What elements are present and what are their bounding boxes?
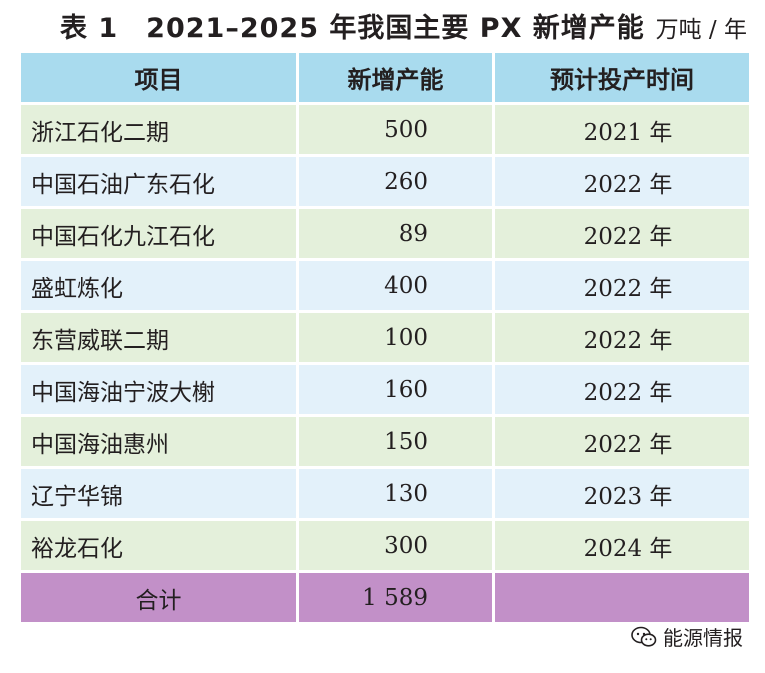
project-name: 中国石化九江石化 <box>18 206 299 261</box>
total-empty-cell <box>492 570 752 625</box>
year-value: 2022 <box>583 431 643 458</box>
column-header-project: 项目 <box>18 50 299 105</box>
year-value: 2022 <box>583 327 643 354</box>
capacity-table: 项目 新增产能 预计投产时间 浙江石化二期 500 2021 年中国石油广东石化 26… <box>18 50 752 625</box>
year-value: 2024 <box>583 535 643 562</box>
capacity-value: 260 <box>296 154 495 209</box>
year-value: 2023 <box>583 483 643 510</box>
year-suffix: 年 <box>649 119 673 146</box>
table-row: 中国石化九江石化 89 2022 年 <box>18 206 752 261</box>
start-year: 2024 年 <box>492 518 752 573</box>
start-year: 2022 年 <box>492 414 752 469</box>
table-row: 浙江石化二期 500 2021 年 <box>18 102 752 157</box>
start-year: 2022 年 <box>492 362 752 417</box>
capacity-value: 150 <box>296 414 495 469</box>
start-year: 2022 年 <box>492 258 752 313</box>
table-row: 裕龙石化 300 2024 年 <box>18 518 752 573</box>
start-year: 2022 年 <box>492 154 752 209</box>
start-year: 2022 年 <box>492 310 752 365</box>
project-name: 东营威联二期 <box>18 310 299 365</box>
capacity-value: 300 <box>296 518 495 573</box>
year-value: 2022 <box>583 275 643 302</box>
watermark: 能源情报 <box>631 622 743 651</box>
table-row: 东营威联二期 100 2022 年 <box>18 310 752 365</box>
column-header-year: 预计投产时间 <box>492 50 752 105</box>
table-title: 表 1 2021–2025 年我国主要 PX 新增产能 <box>60 13 645 44</box>
capacity-value: 400 <box>296 258 495 313</box>
project-name: 中国海油宁波大榭 <box>18 362 299 417</box>
table-row: 盛虹炼化 400 2022 年 <box>18 258 752 313</box>
year-suffix: 年 <box>649 275 673 302</box>
table-row: 中国海油惠州 150 2022 年 <box>18 414 752 469</box>
total-label: 合计 <box>18 570 299 625</box>
title-row: 表 1 2021–2025 年我国主要 PX 新增产能 万吨 / 年 <box>0 0 765 50</box>
project-name: 中国海油惠州 <box>18 414 299 469</box>
wechat-icon <box>631 626 657 647</box>
year-suffix: 年 <box>649 535 673 562</box>
project-name: 裕龙石化 <box>18 518 299 573</box>
year-suffix: 年 <box>649 223 673 250</box>
year-value: 2022 <box>583 171 643 198</box>
year-suffix: 年 <box>649 327 673 354</box>
total-capacity: 1 589 <box>296 570 495 625</box>
table-row: 中国海油宁波大榭 160 2022 年 <box>18 362 752 417</box>
table-row: 辽宁华锦 130 2023 年 <box>18 466 752 521</box>
unit-label: 万吨 / 年 <box>655 17 747 43</box>
table-header-row: 项目 新增产能 预计投产时间 <box>18 50 752 105</box>
project-name: 中国石油广东石化 <box>18 154 299 209</box>
capacity-value: 130 <box>296 466 495 521</box>
year-suffix: 年 <box>649 431 673 458</box>
capacity-value: 100 <box>296 310 495 365</box>
capacity-value: 500 <box>296 102 495 157</box>
year-suffix: 年 <box>649 379 673 406</box>
year-value: 2021 <box>583 119 643 146</box>
table-row: 中国石油广东石化 260 2022 年 <box>18 154 752 209</box>
year-value: 2022 <box>583 379 643 406</box>
year-suffix: 年 <box>649 171 673 198</box>
start-year: 2022 年 <box>492 206 752 261</box>
project-name: 盛虹炼化 <box>18 258 299 313</box>
capacity-value: 160 <box>296 362 495 417</box>
year-suffix: 年 <box>649 483 673 510</box>
total-row: 合计 1 589 <box>18 570 752 625</box>
project-name: 辽宁华锦 <box>18 466 299 521</box>
start-year: 2021 年 <box>492 102 752 157</box>
capacity-value: 89 <box>296 206 495 261</box>
watermark-text: 能源情报 <box>663 626 743 650</box>
project-name: 浙江石化二期 <box>18 102 299 157</box>
start-year: 2023 年 <box>492 466 752 521</box>
column-header-capacity: 新增产能 <box>296 50 495 105</box>
year-value: 2022 <box>583 223 643 250</box>
